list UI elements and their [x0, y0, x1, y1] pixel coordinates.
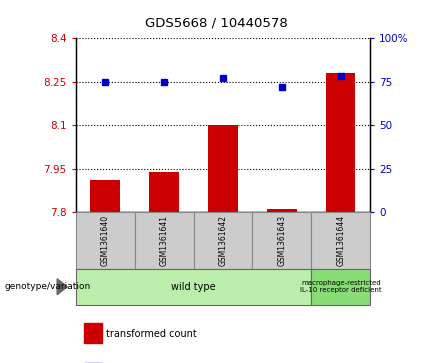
Text: macrophage-restricted
IL-10 receptor deficient: macrophage-restricted IL-10 receptor def…	[300, 280, 381, 293]
Text: transformed count: transformed count	[106, 329, 197, 339]
Text: GSM1361640: GSM1361640	[101, 215, 110, 266]
Bar	[194, 212, 252, 269]
Text: GSM1361641: GSM1361641	[160, 215, 168, 266]
Bar	[76, 212, 135, 269]
Bar	[90, 180, 120, 212]
Text: GSM1361642: GSM1361642	[219, 215, 227, 266]
Bar	[76, 269, 311, 305]
Bar	[135, 212, 194, 269]
Bar	[311, 212, 370, 269]
Bar	[326, 73, 355, 212]
Text: genotype/variation: genotype/variation	[4, 282, 90, 291]
Text: GSM1361643: GSM1361643	[278, 215, 286, 266]
Bar	[311, 269, 370, 305]
Text: wild type: wild type	[171, 282, 216, 292]
Text: GDS5668 / 10440578: GDS5668 / 10440578	[145, 16, 288, 29]
Text: GSM1361644: GSM1361644	[336, 215, 345, 266]
Bar	[267, 209, 297, 212]
Bar	[208, 125, 238, 212]
Polygon shape	[57, 279, 67, 295]
Bar	[149, 172, 179, 212]
Bar	[252, 212, 311, 269]
